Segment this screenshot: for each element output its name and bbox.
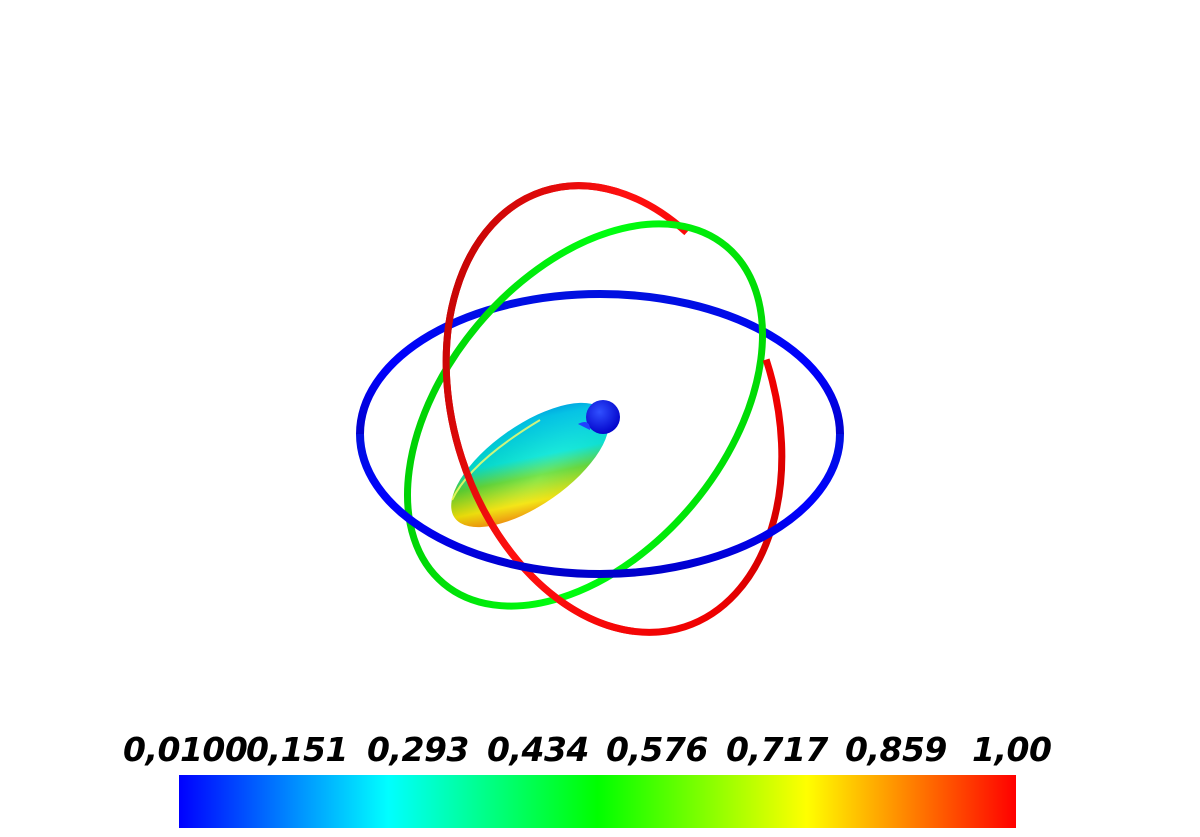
z-ring-back bbox=[356, 290, 844, 435]
colorbar-tick-label: 0,0100 bbox=[123, 730, 248, 769]
glyph-head-sphere bbox=[578, 400, 620, 434]
colorbar-tick-label: 1,00 bbox=[972, 730, 1052, 769]
colorbar-tick-label: 0,859 bbox=[845, 730, 947, 769]
colorbar bbox=[179, 775, 1016, 828]
colorbar-tick-label: 0,717 bbox=[726, 730, 828, 769]
x-ring bbox=[442, 182, 786, 636]
colorbar-tick-label: 0,293 bbox=[367, 730, 469, 769]
ellipsoid-glyph bbox=[451, 402, 609, 528]
colorbar-tick-label: 0,434 bbox=[487, 730, 589, 769]
colorbar-tick-label: 0,576 bbox=[606, 730, 708, 769]
z-ring bbox=[356, 433, 844, 578]
colorbar-tick-label: 0,151 bbox=[246, 730, 348, 769]
y-ring bbox=[404, 220, 766, 610]
